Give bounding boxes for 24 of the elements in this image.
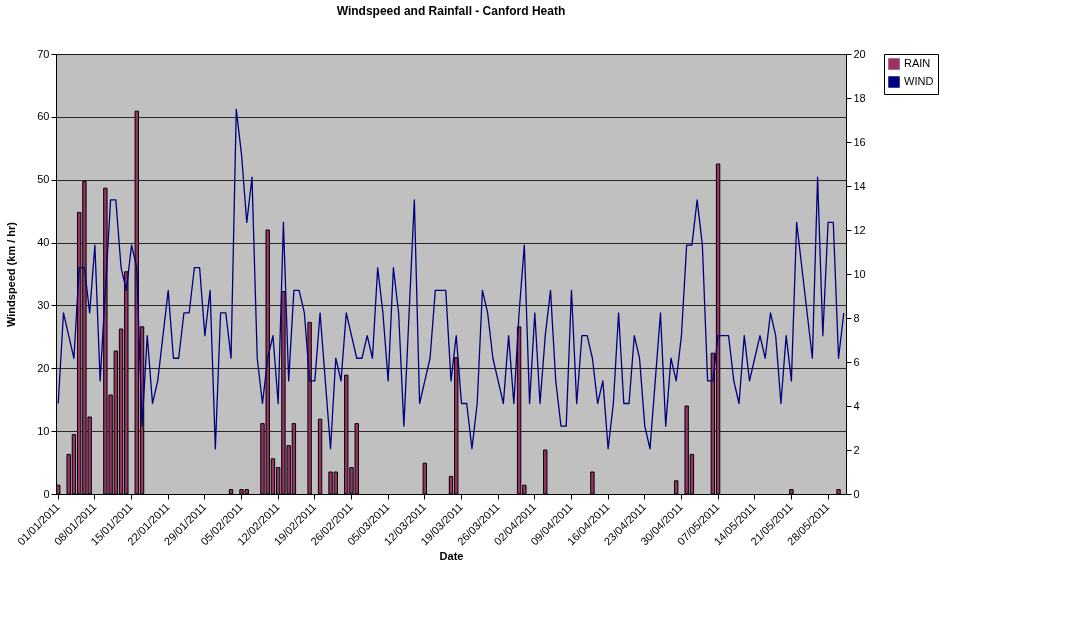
legend-label: RAIN <box>904 57 931 69</box>
legend-label: WIND <box>904 75 934 87</box>
y-tick-label: 70 <box>37 47 50 60</box>
y-tick-label: 60 <box>37 110 50 123</box>
y2-tick-label: 16 <box>853 135 866 148</box>
y2-tick-label: 2 <box>853 443 860 456</box>
y-tick-label: 0 <box>43 487 50 500</box>
y-tick-label: 40 <box>37 236 50 249</box>
y2-tick-label: 4 <box>853 399 860 412</box>
y2-tick-label: 12 <box>853 223 866 236</box>
y-tick-label: 10 <box>37 424 50 437</box>
x-axis-title: Date <box>439 550 464 563</box>
y2-tick-label: 14 <box>853 179 866 192</box>
y2-tick-label: 20 <box>853 47 866 60</box>
chart-title: Windspeed and Rainfall - Canford Heath <box>336 4 566 18</box>
y2-tick-label: 8 <box>853 311 860 324</box>
y-axis-title: Windspeed (km / hr) <box>5 221 18 328</box>
y-tick-label: 20 <box>37 361 50 374</box>
y2-tick-label: 0 <box>853 487 860 500</box>
y-tick-label: 50 <box>37 173 50 186</box>
y2-tick-label: 18 <box>853 91 866 104</box>
y-tick-label: 30 <box>37 298 50 311</box>
y2-tick-label: 10 <box>853 267 866 280</box>
y2-tick-label: 6 <box>853 355 860 368</box>
